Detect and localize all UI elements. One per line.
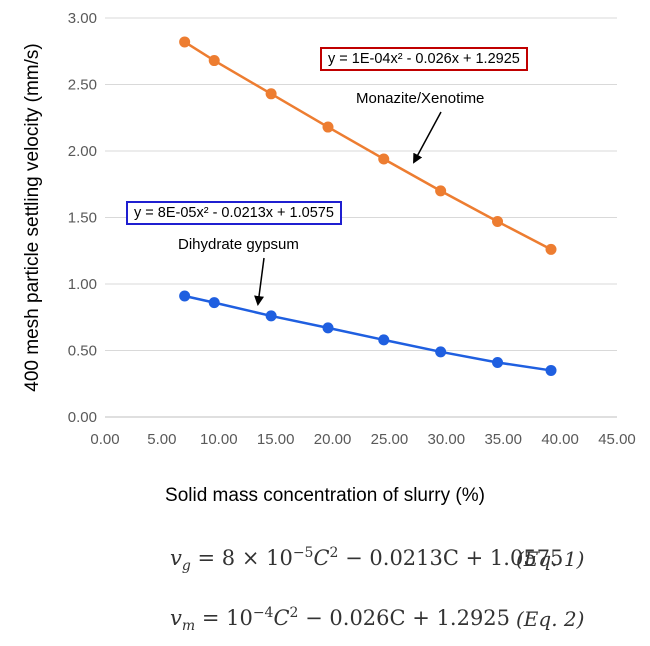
data-point	[492, 356, 504, 368]
data-point	[208, 297, 220, 309]
equation-1: vg = 8 × 10−5C2 − 0.0213C + 1.0575	[170, 545, 564, 575]
annotation-arrows	[254, 111, 442, 306]
series-line-0	[183, 40, 552, 251]
x-tick-label: 15.00	[257, 431, 295, 448]
x-tick-label: 5.00	[147, 431, 176, 448]
data-point	[265, 310, 277, 322]
y-tick-label: 0.50	[68, 343, 97, 360]
x-axis-label: Solid mass concentration of slurry (%)	[165, 485, 485, 506]
x-tick-label: 0.00	[90, 431, 119, 448]
data-point	[545, 243, 557, 255]
series-label-gypsum: Dihydrate gypsum	[178, 236, 299, 253]
data-point	[378, 153, 390, 165]
y-tick-label: 3.00	[68, 10, 97, 27]
y-tick-label: 2.50	[68, 77, 97, 94]
data-point	[265, 88, 277, 100]
data-point	[179, 290, 191, 302]
arrow-monazite	[413, 111, 442, 164]
data-point	[435, 185, 447, 197]
equation-2: vm = 10−4C2 − 0.026C + 1.2925	[170, 605, 511, 635]
x-tick-label: 25.00	[371, 431, 409, 448]
data-point	[378, 334, 390, 346]
trendline-equation-monazite: y = 1E-04x² - 0.026x + 1.2925	[320, 47, 528, 71]
x-tick-label: 30.00	[428, 431, 466, 448]
data-point	[208, 55, 220, 67]
y-tick-label: 1.50	[68, 210, 97, 227]
trendline-equation-gypsum: y = 8E-05x² - 0.0213x + 1.0575	[126, 201, 342, 225]
chart-canvas: 0.00 0.50 1.00 1.50 2.00 2.50 3.00 0.00 5.00 10.…	[22, 10, 636, 448]
series-line-1	[184, 294, 552, 372]
x-axis-ticks: 0.00 5.00 10.00 15.00 20.00 25.00 30.00 35.00 40…	[90, 431, 635, 448]
y-tick-label: 0.00	[68, 409, 97, 426]
data-point	[435, 346, 447, 358]
x-tick-label: 10.00	[200, 431, 238, 448]
arrow-gypsum	[254, 257, 265, 306]
series-group	[179, 36, 557, 376]
y-tick-label: 2.00	[68, 143, 97, 160]
y-tick-label: 1.00	[68, 276, 97, 293]
y-axis-ticks: 0.00 0.50 1.00 1.50 2.00 2.50 3.00	[68, 10, 97, 426]
y-axis-label: 400 mesh particle settling velocity (mm/…	[22, 43, 43, 391]
equation-2-label: (Eq. 2)	[516, 607, 585, 631]
data-point	[322, 121, 334, 133]
series-label-monazite: Monazite/Xenotime	[356, 90, 485, 107]
equation-1-label: (Eq. 1)	[516, 547, 585, 571]
data-point	[545, 364, 557, 376]
x-tick-label: 40.00	[541, 431, 579, 448]
data-point	[322, 322, 334, 334]
data-point	[179, 36, 191, 48]
x-tick-label: 45.00	[598, 431, 636, 448]
data-point	[492, 215, 504, 227]
x-tick-label: 20.00	[314, 431, 352, 448]
x-tick-label: 35.00	[484, 431, 522, 448]
